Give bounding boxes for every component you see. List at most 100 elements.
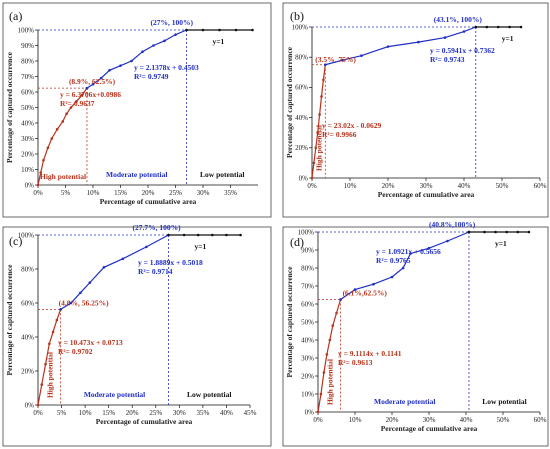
y-tick-label: 80% (295, 54, 308, 62)
panel-frame (2, 2, 272, 218)
y-tick-label: 70% (301, 282, 314, 290)
threshold-1-label: (4.8%, 56.25%) (59, 298, 109, 307)
data-point (483, 230, 486, 234)
x-tick-label: 25% (169, 189, 182, 197)
chart-panel-a: (a) 0% 5% 10% 15% 20% 25% 30% 35% 0% 10% 20% 30% 40% 5… (2, 2, 272, 218)
data-point (130, 59, 133, 63)
y-tick-label: 0% (25, 401, 35, 409)
data-point (59, 308, 62, 311)
zone-moderate-label: Moderate potential (84, 390, 145, 399)
x-tick-label: 0% (33, 189, 43, 197)
data-point (360, 54, 363, 57)
y-tick-label: 40% (21, 119, 34, 127)
data-point (314, 146, 318, 150)
equation-blue: y = 2.1378x + 0.4503 (134, 63, 199, 72)
data-point (494, 230, 497, 234)
threshold-2-label: (27.7%, 100%) (132, 223, 181, 232)
equation-blue: y = 1.8889x + 0.5018 (138, 258, 203, 267)
x-tick-label: 20% (142, 189, 155, 197)
data-point (65, 112, 68, 115)
y-tick-label: 60% (21, 88, 34, 96)
data-point (91, 82, 95, 86)
y-tick-label: 80% (21, 57, 34, 65)
data-point (335, 311, 338, 315)
data-point (85, 86, 89, 90)
data-point (141, 50, 144, 53)
chart-panel-b: (b) 0% 10% 20% 30% 40% 50% 60% 0% 20% 40% 60% 80% 100… (282, 2, 549, 218)
r2-blue: R²= 0.9749 (134, 72, 169, 81)
x-tick-label: 0% (307, 182, 317, 190)
x-tick-label: 10% (87, 189, 100, 197)
x-tick-label: 20% (126, 409, 139, 417)
series-line-1 (60, 234, 169, 310)
panel-label: (c) (9, 234, 22, 248)
data-point (443, 36, 447, 39)
zone-moderate-label: Moderate potential (374, 397, 435, 406)
y-tick-label: 50% (21, 104, 34, 112)
zone-high-label: High potential (325, 359, 334, 405)
x-tick-label: 60% (534, 182, 547, 190)
y-tick-label: 40% (21, 333, 34, 341)
y-tick-label: 60% (295, 84, 308, 92)
x-tick-label: 60% (534, 416, 547, 424)
data-point (40, 383, 44, 386)
r2-red: R²= 0.9966 (322, 130, 357, 139)
y-tick-label: 30% (301, 354, 314, 362)
y-tick-label: 40% (295, 114, 308, 122)
y-tick-label: 0% (305, 408, 315, 416)
zone-moderate-label: Moderate potential (106, 170, 167, 179)
data-point (182, 233, 186, 237)
data-point (42, 158, 45, 162)
x-axis-label: Percentage of cumulative area (378, 190, 475, 199)
x-axis-label: Percentage of cumulative area (100, 197, 197, 206)
data-point (417, 40, 420, 44)
data-point (152, 44, 155, 47)
x-tick-label: 5% (61, 189, 71, 197)
x-tick-label: 20% (382, 182, 395, 190)
x-tick-label: 50% (496, 182, 509, 190)
equation-red: y = 9.1114x + 0.1141 (338, 349, 402, 358)
data-point (316, 131, 320, 134)
y-tick-label: 100% (18, 231, 35, 239)
data-point (79, 291, 82, 295)
data-point (516, 230, 520, 234)
x-tick-label: 15% (114, 189, 127, 197)
data-point (108, 69, 111, 72)
data-point (427, 246, 431, 250)
data-point (390, 275, 394, 279)
y-tick-label: 10% (301, 390, 314, 398)
data-point (312, 161, 316, 165)
data-point (496, 25, 500, 29)
y-tick-label: 0% (25, 181, 35, 189)
series-line-1 (325, 26, 476, 66)
data-point (185, 28, 188, 32)
x-tick-label: 25% (149, 409, 162, 417)
x-tick-label: 45% (244, 409, 257, 417)
threshold-2-label: (43.1%, 100%) (434, 15, 483, 24)
r2-blue: R²= 0.9743 (430, 55, 465, 64)
data-point (46, 146, 50, 150)
x-tick-label: 50% (497, 416, 510, 424)
equation-blue: y = 1.0921x + 0.5656 (376, 247, 441, 256)
y-tick-label: 100% (298, 228, 315, 236)
y-tick-label: 60% (21, 299, 34, 307)
x-axis-label: Percentage of cumulative area (381, 424, 478, 433)
data-point (467, 230, 471, 234)
r2-red: R²= 0.9702 (58, 347, 93, 356)
data-point (218, 28, 221, 32)
y-equals-one-label: y=1 (194, 242, 206, 251)
data-point (119, 64, 122, 67)
x-tick-label: 40% (220, 409, 233, 417)
chart-panel-c: (c) 0% 5% 10% 15% 20% 25% 30% 35% 40% 45% 0% 20% 40% 6… (2, 223, 272, 447)
data-point (318, 113, 321, 116)
data-point (322, 78, 325, 82)
x-tick-label: 30% (420, 182, 433, 190)
data-point (50, 137, 54, 140)
y-tick-label: 0% (299, 174, 309, 182)
y-axis-label: Percentage of captured occurrence (5, 51, 14, 163)
threshold-2-label: (40.8%,100%) (429, 220, 476, 229)
data-point (251, 28, 254, 32)
equation-red: y = 6.3706x+0.0986 (60, 90, 121, 99)
y-tick-label: 80% (301, 264, 314, 272)
